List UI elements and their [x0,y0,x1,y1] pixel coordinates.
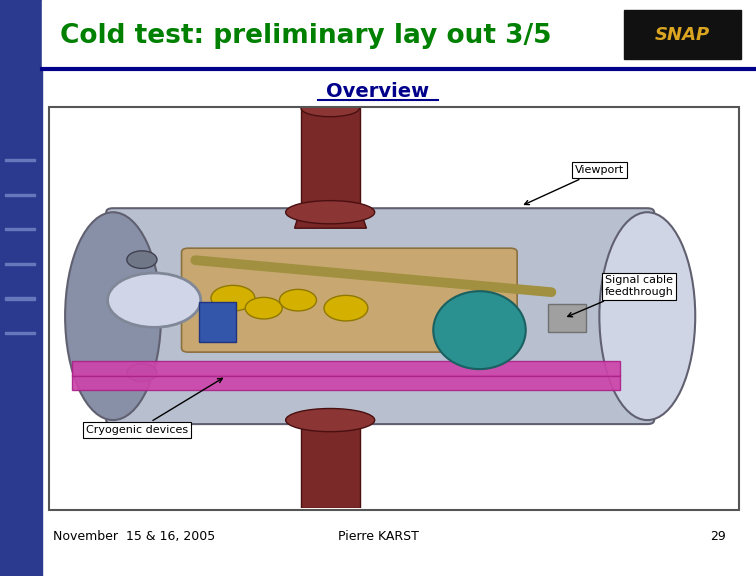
Bar [302,420,360,508]
Bar [199,302,237,342]
Bar [548,304,586,332]
Bar [5,332,35,334]
FancyBboxPatch shape [106,209,654,424]
Ellipse shape [301,100,359,117]
FancyBboxPatch shape [181,248,517,352]
Text: Cryogenic devices: Cryogenic devices [86,378,222,435]
Text: Signal cable
feedthrough: Signal cable feedthrough [568,275,674,317]
Text: 29: 29 [710,530,726,543]
Bar [302,108,360,212]
Polygon shape [295,212,367,228]
Circle shape [211,285,255,311]
Circle shape [127,364,157,381]
Ellipse shape [286,200,375,224]
Ellipse shape [600,212,696,420]
Bar [5,228,35,230]
Circle shape [324,295,368,321]
Ellipse shape [65,212,161,420]
Bar [624,10,741,59]
Bar [5,194,35,196]
Text: Pierre KARST: Pierre KARST [338,530,418,543]
Bar [5,263,35,265]
Text: Viewport: Viewport [525,165,624,204]
Text: Overview: Overview [327,82,429,100]
Bar [5,297,35,300]
Bar [42,0,756,69]
Text: SNAP: SNAP [655,25,711,44]
Bar [0,0,42,576]
Text: November  15 & 16, 2005: November 15 & 16, 2005 [53,530,215,543]
Circle shape [127,251,157,268]
Circle shape [107,273,201,327]
Bar [72,361,620,376]
Circle shape [245,297,282,319]
Bar [72,375,620,390]
Circle shape [280,289,317,311]
Bar [49,107,739,510]
Text: Cold test: preliminary lay out 3/5: Cold test: preliminary lay out 3/5 [60,23,552,50]
Bar [5,159,35,161]
Ellipse shape [433,291,525,369]
Ellipse shape [286,408,375,431]
